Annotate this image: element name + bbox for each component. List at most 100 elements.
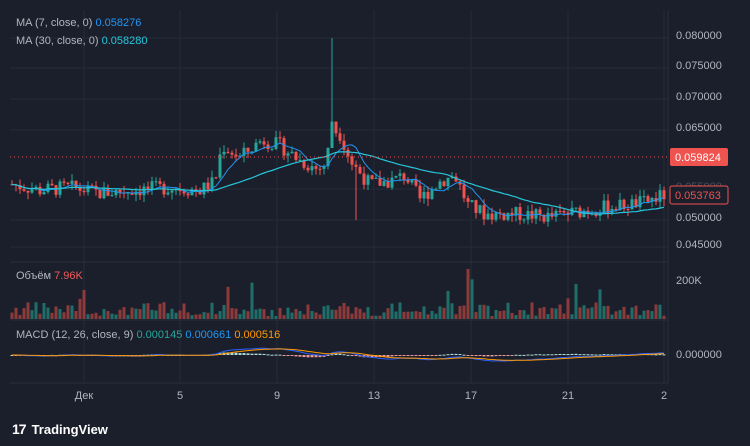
volume-bar: [318, 314, 322, 319]
volume-bar: [218, 311, 222, 319]
candle-body: [414, 179, 418, 186]
volume-bar: [238, 314, 242, 319]
legend-ma30-value: 0.058280: [101, 35, 148, 47]
candle-body: [246, 147, 250, 152]
volume-bar: [506, 302, 510, 319]
volume-bars: [10, 269, 666, 319]
volume-bar: [38, 313, 42, 319]
volume-bar: [258, 308, 262, 319]
ma7-line: [11, 142, 665, 217]
macd-histogram-bar: [566, 354, 570, 356]
volume-bar: [314, 312, 318, 319]
volume-bar: [326, 305, 330, 319]
macd-histogram-bar: [454, 353, 458, 355]
candle-body: [230, 152, 234, 155]
macd-histogram-bar: [558, 353, 562, 355]
macd-histogram-bar: [394, 355, 398, 356]
volume-bar: [562, 313, 566, 319]
macd-histogram-bar: [258, 353, 262, 355]
macd-histogram-bar: [506, 355, 510, 356]
macd-histogram-bar: [402, 355, 406, 356]
macd-histogram-bar: [442, 354, 446, 356]
macd-histogram-bar: [562, 353, 566, 355]
volume-bar: [590, 307, 594, 319]
macd-histogram-bar: [530, 354, 534, 356]
volume-bar: [554, 308, 558, 319]
price-axis[interactable]: 0.080000 0.075000 0.070000 0.065000 0.05…: [676, 30, 722, 251]
volume-bar: [470, 279, 474, 319]
macd-line: [12, 347, 665, 362]
candle-body: [642, 196, 646, 198]
macd-histogram-bar: [290, 355, 294, 356]
candle-body: [470, 200, 474, 202]
legend-ma30[interactable]: MA (30, close, 0) 0.058280: [16, 35, 148, 47]
volume-bar: [602, 306, 606, 319]
candle-body: [362, 173, 366, 185]
time-label: 2: [661, 390, 667, 402]
candle-body: [574, 207, 578, 209]
price-tick: 0.050000: [676, 212, 722, 224]
candle-body: [510, 212, 514, 216]
macd-histogram-bar: [426, 355, 430, 356]
macd-histogram-bar: [606, 354, 610, 356]
volume-bar: [518, 309, 522, 319]
macd-signal-line: [12, 348, 665, 361]
candle-body: [462, 184, 466, 199]
candle-body: [422, 191, 426, 199]
tradingview-logo[interactable]: 17 TradingView: [12, 421, 108, 437]
volume-bar: [642, 310, 646, 319]
volume-bar: [530, 302, 534, 319]
legend-ma7[interactable]: MA (7, close, 0) 0.058276: [16, 17, 141, 29]
macd-histogram-bar: [410, 355, 414, 356]
volume-axis-tick: 200K: [676, 275, 702, 287]
candle-body: [218, 154, 222, 178]
macd-histogram-bar: [350, 355, 354, 356]
candle-body: [82, 190, 86, 193]
macd-histogram-bar: [390, 355, 394, 357]
macd-histogram-bar: [322, 355, 326, 357]
macd-histogram-bar: [450, 353, 454, 355]
macd-histogram-bar: [262, 353, 266, 355]
candle-body: [194, 189, 198, 191]
macd-histogram-bar: [298, 355, 302, 357]
macd-histogram-bar: [386, 355, 390, 357]
candle-body: [290, 151, 294, 154]
volume-bar: [130, 307, 134, 319]
macd-histogram-bar: [462, 354, 466, 356]
candle-body: [206, 182, 210, 190]
volume-bar: [118, 309, 122, 319]
volume-bar: [542, 307, 546, 319]
volume-bar: [278, 308, 282, 319]
volume-bar: [538, 308, 542, 319]
macd-histogram-bar: [662, 354, 666, 356]
candle-body: [546, 212, 550, 222]
time-axis[interactable]: Дек 5 9 13 17 21 2: [75, 390, 667, 402]
volume-bar: [474, 312, 478, 319]
macd-histogram-bar: [294, 355, 298, 357]
candle-body: [202, 182, 206, 195]
volume-bar: [646, 310, 650, 319]
legend-macd[interactable]: MACD (12, 26, close, 9) 0.000145 0.00066…: [16, 329, 280, 341]
volume-bar: [462, 305, 466, 319]
legend-macd-hist: 0.000145: [136, 329, 183, 341]
legend-volume-value: 7.96K: [54, 270, 83, 282]
volume-bar: [502, 310, 506, 319]
legend-volume[interactable]: Объём 7.96K: [16, 270, 83, 282]
legend-macd-signal: 0.000516: [234, 329, 281, 341]
volume-bar: [382, 312, 386, 319]
macd-histogram-bar: [470, 355, 474, 356]
candle-body: [650, 198, 654, 202]
candle-body: [398, 173, 402, 176]
candle-body: [478, 205, 482, 213]
macd-histogram-bar: [250, 353, 254, 355]
candle-body: [342, 140, 346, 150]
macd-histogram-bar: [654, 354, 658, 356]
macd-histogram-bar: [486, 355, 490, 357]
volume-bar: [150, 309, 154, 319]
macd-histogram-bar: [226, 352, 230, 355]
candle-body: [318, 168, 322, 170]
candle-body: [294, 151, 298, 161]
candlestick-series[interactable]: [10, 38, 666, 227]
volume-bar: [414, 311, 418, 319]
